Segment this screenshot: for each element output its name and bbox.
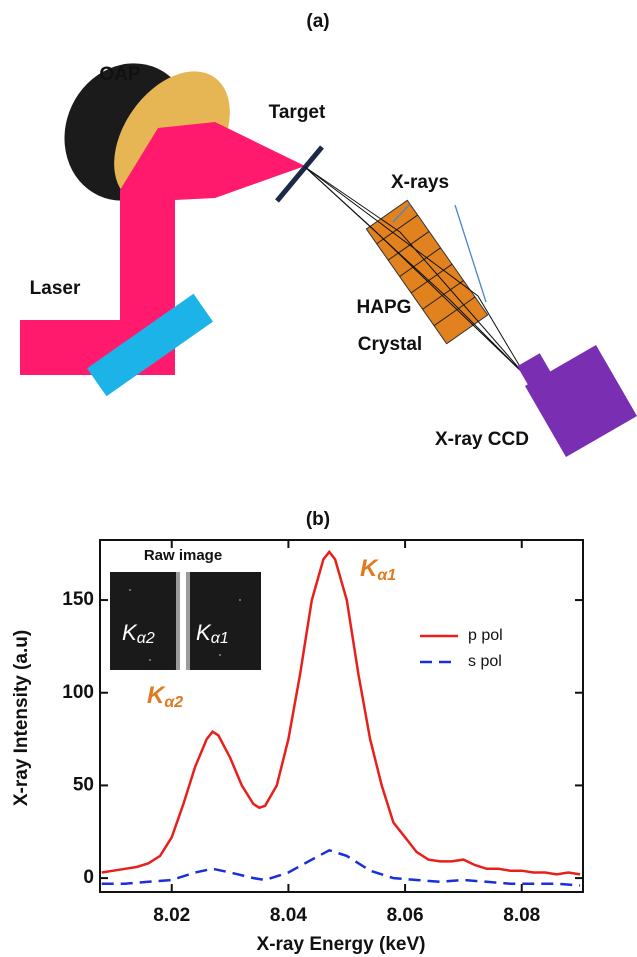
peak-annotation: Kα2 <box>147 682 183 711</box>
panel-label: (b) <box>306 509 330 530</box>
x-tick-label: 8.06 <box>387 905 424 926</box>
inset-label-base: K <box>122 620 138 645</box>
y-tick-label: 150 <box>62 589 94 610</box>
figure: (a) OAP Target X-rays Laser HAPG Crystal… <box>0 0 637 957</box>
x-tick-label: 8.08 <box>503 905 540 926</box>
annotation-base: K <box>360 555 379 582</box>
peak-annotation: Kα1 <box>360 555 396 584</box>
inset-label-sub: α2 <box>137 630 155 647</box>
annotation-sub: α1 <box>377 567 396 584</box>
ccd-label: X-ray CCD <box>435 429 529 450</box>
crystal-label: Crystal <box>358 334 422 355</box>
x-tick-label: 8.02 <box>153 905 190 926</box>
y-tick-label: 100 <box>62 682 94 703</box>
panel-label: (a) <box>306 11 329 32</box>
series-line <box>102 850 580 885</box>
laser-label: Laser <box>30 278 81 299</box>
ccd <box>517 345 637 457</box>
annotation-base: K <box>147 682 166 709</box>
crystal-label: HAPG <box>357 297 412 318</box>
y-tick-label: 0 <box>83 867 94 888</box>
xrays-label: X-rays <box>391 172 449 193</box>
legend-label: s pol <box>468 653 502 670</box>
x-axis-label: X-ray Energy (keV) <box>257 934 426 955</box>
legend-label: p pol <box>468 627 503 644</box>
target-label: Target <box>269 102 326 123</box>
annotation-sub: α2 <box>164 694 183 711</box>
oap-label: OAP <box>99 64 141 85</box>
inset-label-sub: α1 <box>211 630 229 647</box>
y-tick-label: 50 <box>73 774 94 795</box>
inset-title: Raw image <box>144 547 222 564</box>
x-tick-label: 8.04 <box>270 905 307 926</box>
y-axis-label: X-ray Intensity (a.u) <box>11 630 32 806</box>
inset-label-base: K <box>196 620 212 645</box>
